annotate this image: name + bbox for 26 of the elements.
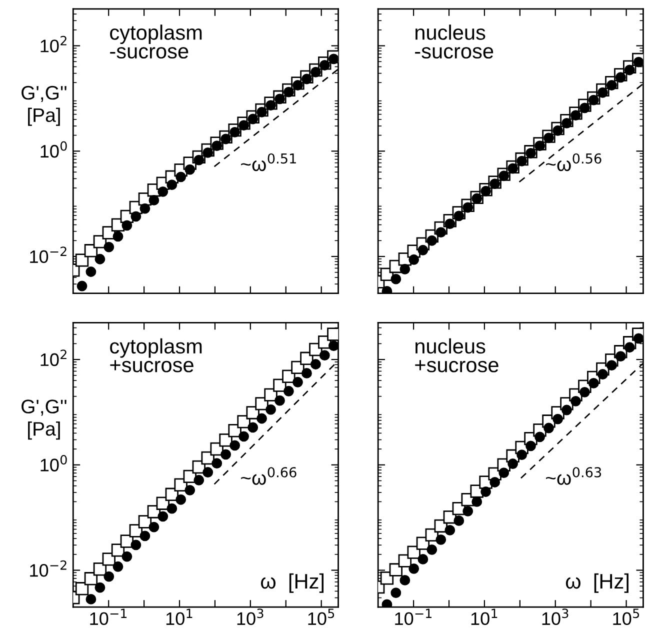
annotation: ~ω$^{0.56}$	[546, 153, 602, 172]
y-tick-label: 10$^{2}$	[40, 36, 66, 52]
x-tick-label: 10$^{3}$	[237, 608, 264, 626]
x-tick-label: 10$^{3}$	[542, 608, 568, 626]
annotation: ~ω$^{0.63}$	[546, 467, 602, 485]
x-tick-label: 10$^{5}$	[308, 608, 334, 626]
y-tick-label: 10$^{−2}$	[30, 560, 66, 577]
text: cytoplasm +sucrose	[110, 338, 202, 372]
text: cytoplasm -sucrose	[110, 24, 202, 59]
y-axis-title: G',G'' [Pa]	[22, 86, 66, 126]
x-tick-label: 10$^{1}$	[166, 608, 192, 626]
x-axis-title: ω [Hz]	[260, 573, 324, 593]
x-tick-label: 10$^{−1}$	[395, 608, 432, 626]
y-axis-title: G',G'' [Pa]	[22, 400, 66, 440]
annotation: ~ω$^{0.66}$	[241, 467, 296, 485]
x-axis-title: ω [Hz]	[566, 573, 628, 593]
y-tick-label: 10$^{0}$	[40, 141, 67, 158]
text: nucleus -sucrose	[415, 24, 494, 59]
y-tick-label: 10$^{0}$	[40, 454, 67, 472]
annotation: ~ω$^{0.51}$	[241, 153, 296, 172]
x-tick-label: 10$^{−1}$	[90, 608, 127, 626]
y-tick-label: 10$^{−2}$	[30, 246, 66, 264]
x-tick-label: 10$^{5}$	[613, 608, 640, 626]
y-tick-label: 10$^{2}$	[40, 350, 66, 366]
x-tick-label: 10$^{1}$	[471, 608, 498, 626]
text: nucleus +sucrose	[415, 338, 498, 372]
